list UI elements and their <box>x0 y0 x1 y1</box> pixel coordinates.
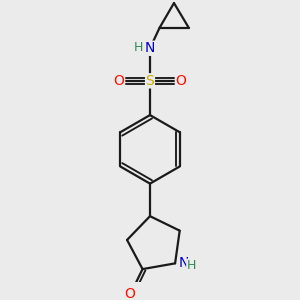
Text: H: H <box>134 40 143 53</box>
Text: O: O <box>124 287 135 300</box>
Text: H: H <box>187 259 196 272</box>
Text: O: O <box>114 74 124 88</box>
Text: N: N <box>145 41 155 55</box>
Text: N: N <box>179 256 189 270</box>
Text: S: S <box>146 74 154 88</box>
Text: O: O <box>176 74 186 88</box>
